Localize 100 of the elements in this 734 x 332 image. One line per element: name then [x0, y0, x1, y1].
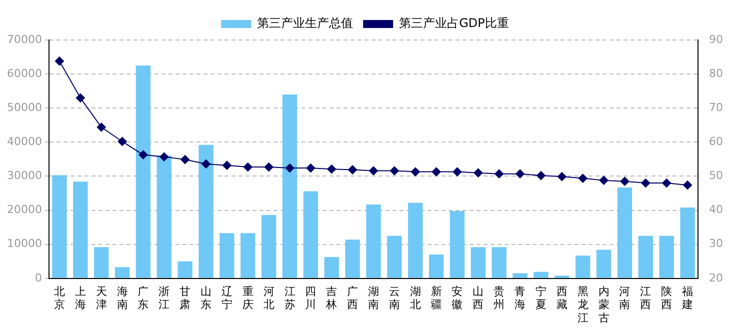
y2-tick-label: 90 — [709, 32, 724, 46]
bar — [303, 191, 318, 278]
y-tick-label: 60000 — [6, 66, 42, 80]
bar — [114, 267, 130, 278]
point — [96, 122, 106, 132]
x-tick-label: 福建 — [681, 284, 694, 312]
x-tick-label: 上海 — [74, 284, 86, 312]
bar — [680, 208, 695, 278]
x-tick-label: 贵州 — [494, 284, 505, 312]
point — [348, 165, 358, 174]
y2-tick-label: 20 — [709, 271, 724, 284]
y-tick-label: 20000 — [6, 203, 42, 216]
point — [180, 155, 190, 164]
point — [620, 176, 630, 186]
point — [557, 172, 566, 182]
point — [662, 178, 672, 188]
bar — [52, 175, 67, 278]
point — [202, 159, 211, 168]
point — [410, 167, 420, 176]
point — [369, 166, 378, 176]
point — [264, 162, 274, 172]
point — [390, 166, 399, 176]
x-tick-label: 山东 — [200, 284, 212, 312]
point — [76, 93, 85, 102]
x-tick-label: 河北 — [263, 284, 274, 312]
x-tick-label: 江苏 — [284, 284, 296, 312]
bar — [576, 256, 590, 278]
y-tick-label: 10000 — [6, 237, 42, 250]
y2-tick-label: 60 — [709, 135, 724, 148]
y2-tick-label: 30 — [709, 237, 724, 250]
point — [160, 152, 169, 162]
y2-tick-label: 40 — [709, 203, 724, 216]
y2-tick-label: 80 — [709, 66, 724, 80]
point — [683, 180, 692, 190]
x-tick-label: 江西 — [640, 284, 652, 312]
x-tick-label: 黑龙江 — [577, 284, 588, 324]
x-tick-label: 甘肃 — [180, 284, 191, 312]
x-tick-label: 天津 — [96, 284, 107, 312]
bar — [366, 204, 381, 278]
bar — [596, 250, 612, 278]
bar — [512, 273, 528, 278]
point — [118, 136, 127, 146]
point — [327, 164, 336, 174]
x-tick-label: 西藏 — [556, 284, 568, 312]
bar — [156, 155, 172, 278]
y-tick-label: 0 — [34, 271, 42, 284]
point — [452, 167, 462, 176]
y2-tick-label: 70 — [709, 100, 724, 114]
x-tick-label: 云南 — [388, 284, 400, 312]
y-tick-label: 50000 — [6, 100, 42, 114]
point — [54, 56, 64, 66]
bar — [534, 272, 548, 278]
bar — [324, 256, 339, 278]
point — [432, 167, 441, 176]
bar — [659, 236, 674, 278]
x-tick-label: 陕西 — [661, 284, 672, 312]
point — [285, 164, 294, 173]
point — [599, 176, 608, 185]
bar — [198, 144, 214, 278]
bar — [136, 66, 151, 278]
x-tick-label: 安徽 — [452, 284, 463, 312]
point — [243, 162, 252, 172]
x-tick-label: 四川 — [305, 284, 316, 312]
y-tick-label: 70000 — [6, 32, 42, 46]
x-tick-label: 辽宁 — [221, 284, 232, 312]
point — [536, 171, 546, 180]
point — [222, 160, 232, 170]
bar — [387, 236, 402, 278]
bar — [492, 247, 506, 278]
legend-label: 第三产业生产总值 — [257, 16, 354, 30]
x-tick-label: 广西 — [347, 284, 358, 312]
bar — [178, 261, 192, 278]
legend-label: 第三产业占GDP比重 — [399, 16, 509, 30]
x-tick-label: 浙江 — [158, 284, 170, 312]
x-tick-label: 吉林 — [325, 284, 338, 312]
y2-tick-label: 50 — [709, 169, 724, 182]
x-tick-label: 青海 — [514, 284, 526, 312]
x-tick-label: 宁夏 — [535, 284, 546, 312]
bar — [638, 236, 653, 278]
bar — [450, 210, 465, 278]
bar — [73, 182, 88, 278]
bar — [345, 240, 360, 278]
point — [494, 169, 504, 178]
point — [641, 178, 650, 188]
x-tick-label: 海南 — [116, 284, 128, 312]
bar — [261, 215, 276, 278]
bar — [282, 94, 298, 278]
x-tick-label: 湖南 — [368, 284, 379, 312]
point — [474, 168, 483, 178]
x-tick-label: 内蒙古 — [598, 284, 610, 324]
point — [306, 164, 316, 173]
point — [578, 174, 588, 183]
x-tick-label: 新疆 — [430, 284, 442, 312]
y-tick-label: 40000 — [6, 135, 42, 148]
bar — [470, 247, 486, 278]
x-tick-label: 湖北 — [410, 284, 421, 312]
point — [516, 169, 525, 178]
y-tick-label: 30000 — [6, 169, 42, 182]
bar — [220, 233, 234, 278]
x-tick-label: 广东 — [138, 284, 149, 312]
